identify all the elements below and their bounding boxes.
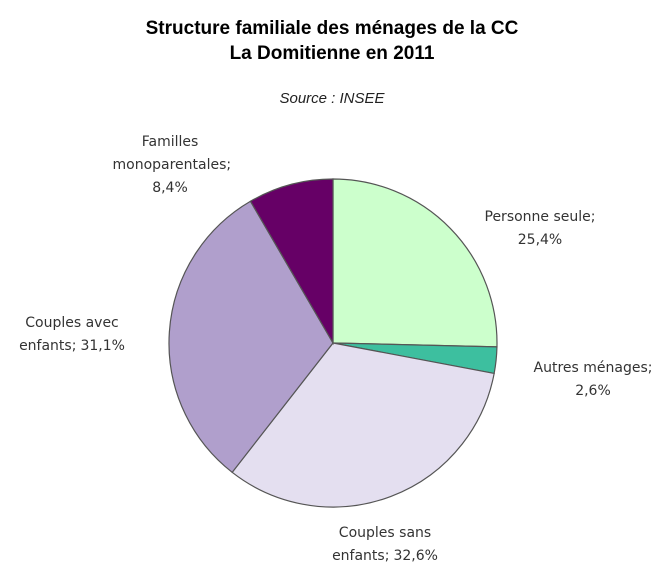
slice-label: Couples avec enfants; 31,1%	[10, 312, 135, 358]
chart-title: Structure familiale des ménages de la CC…	[145, 18, 519, 64]
pie-slice	[332, 178, 498, 348]
value-label: 8,4%	[152, 180, 188, 196]
value-label: 31,1%	[80, 338, 125, 354]
value-label: 32,6%	[393, 548, 438, 564]
pie-slice	[231, 342, 495, 508]
category-label: Familles monoparentales;	[112, 134, 232, 173]
category-label: Couples avec enfants;	[19, 315, 119, 354]
category-label: Autres ménages;	[533, 360, 653, 376]
category-label: Personne seule;	[484, 209, 596, 225]
pie-slice	[168, 200, 334, 474]
value-label: 25,4%	[517, 232, 563, 248]
pie-slice	[249, 178, 334, 346]
slice-label: Couples sans enfants; 32,6%	[310, 522, 460, 564]
slice-label: Autres ménages; 2,6%	[523, 357, 663, 403]
category-label: Couples sans enfants;	[332, 525, 432, 564]
slice-label: Personne seule; 25,4%	[480, 206, 600, 252]
chart-subtitle: Source : INSEE	[279, 90, 385, 107]
value-label: 2,6%	[575, 383, 611, 399]
slice-label: Familles monoparentales; 8,4%	[113, 131, 232, 200]
